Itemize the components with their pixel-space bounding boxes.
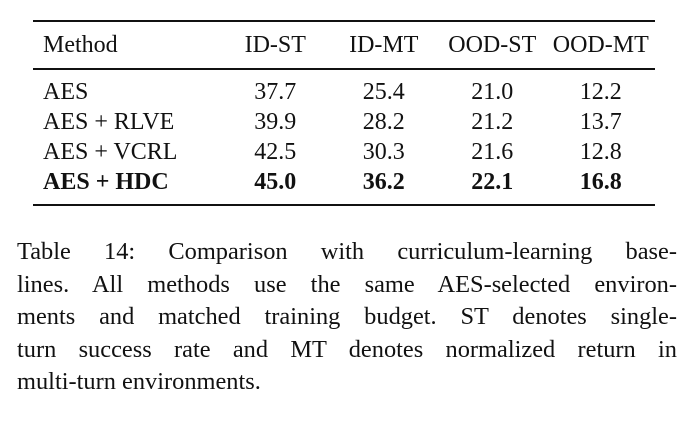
table-row: AES + VCRL 42.5 30.3 21.6 12.8 [33, 137, 655, 167]
caption-line: turn success rate and MT denotes normali… [17, 335, 677, 363]
header-id-st: ID-ST [244, 31, 306, 58]
row-method: AES + RLVE [43, 108, 175, 135]
header-id-mt: ID-MT [349, 31, 419, 58]
results-table: Method ID-ST ID-MT OOD-ST OOD-MT [33, 22, 655, 68]
table-header-row: Method ID-ST ID-MT OOD-ST OOD-MT [33, 22, 655, 68]
cell-ood-mt: 16.8 [579, 168, 622, 195]
table-top-rule [33, 20, 655, 22]
table-header-rule [33, 68, 655, 70]
results-table-body: AES 37.7 25.4 21.0 12.2 AES + RLVE 39.9 … [33, 70, 655, 204]
comparison-table: Method ID-ST ID-MT OOD-ST OOD-MT AES 37.… [33, 20, 655, 206]
cell-id-st: 42.5 [254, 138, 297, 165]
cell-id-mt: 25.4 [362, 78, 405, 105]
table-row: AES + RLVE 39.9 28.2 21.2 13.7 [33, 107, 655, 137]
cell-ood-st: 21.0 [471, 78, 514, 105]
table-row: AES 37.7 25.4 21.0 12.2 [33, 70, 655, 107]
header-ood-mt: OOD-MT [552, 31, 649, 58]
caption-line: multi-turn environments. [17, 368, 261, 395]
header-ood-st: OOD-ST [448, 31, 537, 58]
cell-ood-st: 22.1 [471, 168, 514, 195]
cell-ood-st: 21.2 [471, 108, 514, 135]
cell-id-st: 37.7 [254, 78, 297, 105]
cell-ood-mt: 13.7 [579, 108, 622, 135]
table-bottom-rule [33, 203, 655, 206]
cell-id-mt: 28.2 [362, 108, 405, 135]
cell-id-mt: 36.2 [362, 168, 405, 195]
cell-id-mt: 30.3 [362, 138, 405, 165]
caption-line: lines. All methods use the same AES-sele… [17, 270, 677, 298]
table-caption: Table 14: Comparison with curriculum-lea… [17, 236, 677, 399]
row-method: AES + HDC [43, 168, 169, 195]
caption-line: ments and matched training budget. ST de… [17, 303, 677, 330]
table-row-best: AES + HDC 45.0 36.2 22.1 16.8 [33, 167, 655, 204]
cell-ood-mt: 12.2 [579, 78, 622, 105]
row-method: AES + VCRL [43, 138, 178, 165]
cell-ood-st: 21.6 [471, 138, 514, 165]
header-method: Method [43, 31, 118, 58]
cell-ood-mt: 12.8 [579, 138, 622, 165]
cell-id-st: 45.0 [254, 168, 297, 195]
cell-id-st: 39.9 [254, 108, 297, 135]
row-method: AES [43, 78, 89, 105]
caption-line: Table 14: Comparison with curriculum-lea… [17, 238, 677, 265]
